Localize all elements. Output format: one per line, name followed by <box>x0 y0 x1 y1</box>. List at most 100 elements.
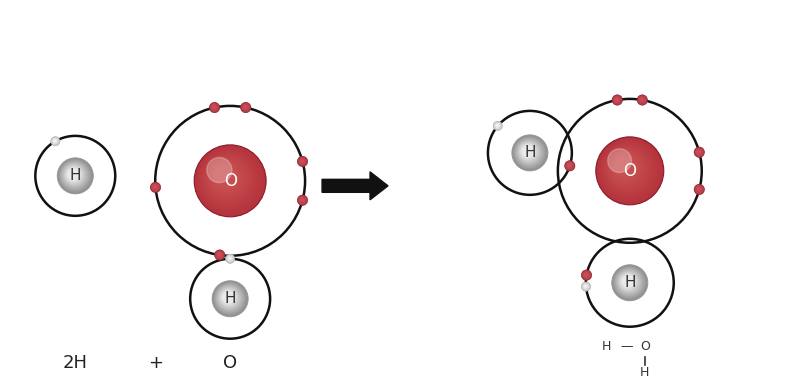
Circle shape <box>614 267 646 298</box>
Circle shape <box>210 102 220 113</box>
Circle shape <box>151 183 159 191</box>
Circle shape <box>614 155 635 177</box>
Circle shape <box>495 123 499 128</box>
Circle shape <box>565 161 574 171</box>
Circle shape <box>584 284 587 288</box>
Circle shape <box>517 140 542 165</box>
Circle shape <box>299 197 305 203</box>
Circle shape <box>614 97 620 102</box>
Circle shape <box>226 255 234 262</box>
Circle shape <box>584 272 589 277</box>
Circle shape <box>207 158 246 197</box>
Circle shape <box>51 137 60 146</box>
Circle shape <box>605 146 649 190</box>
Circle shape <box>218 287 239 308</box>
Circle shape <box>151 183 159 191</box>
Circle shape <box>241 103 250 112</box>
Circle shape <box>619 272 638 291</box>
Circle shape <box>211 104 218 110</box>
Circle shape <box>614 96 621 104</box>
Circle shape <box>52 138 58 144</box>
Circle shape <box>585 273 587 276</box>
Circle shape <box>622 275 634 287</box>
Circle shape <box>202 154 253 204</box>
Circle shape <box>697 150 700 153</box>
Circle shape <box>228 257 231 260</box>
Circle shape <box>66 167 81 182</box>
Circle shape <box>214 283 246 314</box>
Circle shape <box>582 271 590 279</box>
Circle shape <box>242 103 250 112</box>
Circle shape <box>300 158 305 163</box>
Circle shape <box>298 157 307 166</box>
Circle shape <box>608 150 644 186</box>
Circle shape <box>583 284 588 289</box>
Circle shape <box>640 98 644 102</box>
Circle shape <box>153 185 157 189</box>
Circle shape <box>300 159 304 163</box>
Circle shape <box>618 271 639 293</box>
Circle shape <box>602 143 654 195</box>
Circle shape <box>495 123 500 128</box>
Circle shape <box>52 138 58 144</box>
Circle shape <box>221 290 236 305</box>
Circle shape <box>243 106 246 109</box>
Circle shape <box>217 252 222 258</box>
Circle shape <box>695 186 702 193</box>
Text: 2H: 2H <box>62 354 88 372</box>
Circle shape <box>150 182 161 192</box>
Circle shape <box>599 141 658 199</box>
Circle shape <box>67 168 80 181</box>
Circle shape <box>241 102 251 113</box>
Circle shape <box>622 275 634 288</box>
Circle shape <box>197 147 262 213</box>
Circle shape <box>584 273 587 276</box>
Circle shape <box>152 184 158 190</box>
Circle shape <box>494 122 502 130</box>
Circle shape <box>243 105 247 109</box>
Circle shape <box>218 287 240 309</box>
Circle shape <box>610 152 641 183</box>
Circle shape <box>697 150 701 154</box>
Circle shape <box>196 147 263 214</box>
Circle shape <box>204 155 250 202</box>
Circle shape <box>226 255 234 263</box>
Circle shape <box>602 142 655 196</box>
Circle shape <box>494 122 502 130</box>
Circle shape <box>219 288 238 307</box>
Circle shape <box>620 273 637 290</box>
Circle shape <box>215 251 224 259</box>
Circle shape <box>214 282 246 315</box>
Circle shape <box>153 184 158 189</box>
Circle shape <box>565 161 574 170</box>
Circle shape <box>612 95 622 105</box>
Circle shape <box>210 103 219 112</box>
Circle shape <box>221 290 237 306</box>
Circle shape <box>638 96 646 104</box>
Circle shape <box>604 146 650 192</box>
Circle shape <box>622 275 634 288</box>
Circle shape <box>522 145 534 158</box>
Circle shape <box>210 103 218 112</box>
Circle shape <box>596 137 664 205</box>
Circle shape <box>218 286 241 310</box>
Circle shape <box>216 285 242 312</box>
Circle shape <box>583 283 589 289</box>
Circle shape <box>194 145 266 217</box>
Circle shape <box>62 163 86 187</box>
Circle shape <box>614 97 619 102</box>
Circle shape <box>599 140 659 200</box>
Circle shape <box>243 105 248 110</box>
Circle shape <box>514 137 545 168</box>
Circle shape <box>51 137 59 145</box>
Text: O: O <box>623 162 636 180</box>
Circle shape <box>584 272 588 277</box>
Circle shape <box>696 186 702 192</box>
Circle shape <box>195 146 265 216</box>
Circle shape <box>615 98 618 101</box>
Circle shape <box>206 158 246 198</box>
Circle shape <box>639 97 645 102</box>
Circle shape <box>215 284 244 313</box>
Circle shape <box>216 251 222 258</box>
Circle shape <box>638 96 646 104</box>
